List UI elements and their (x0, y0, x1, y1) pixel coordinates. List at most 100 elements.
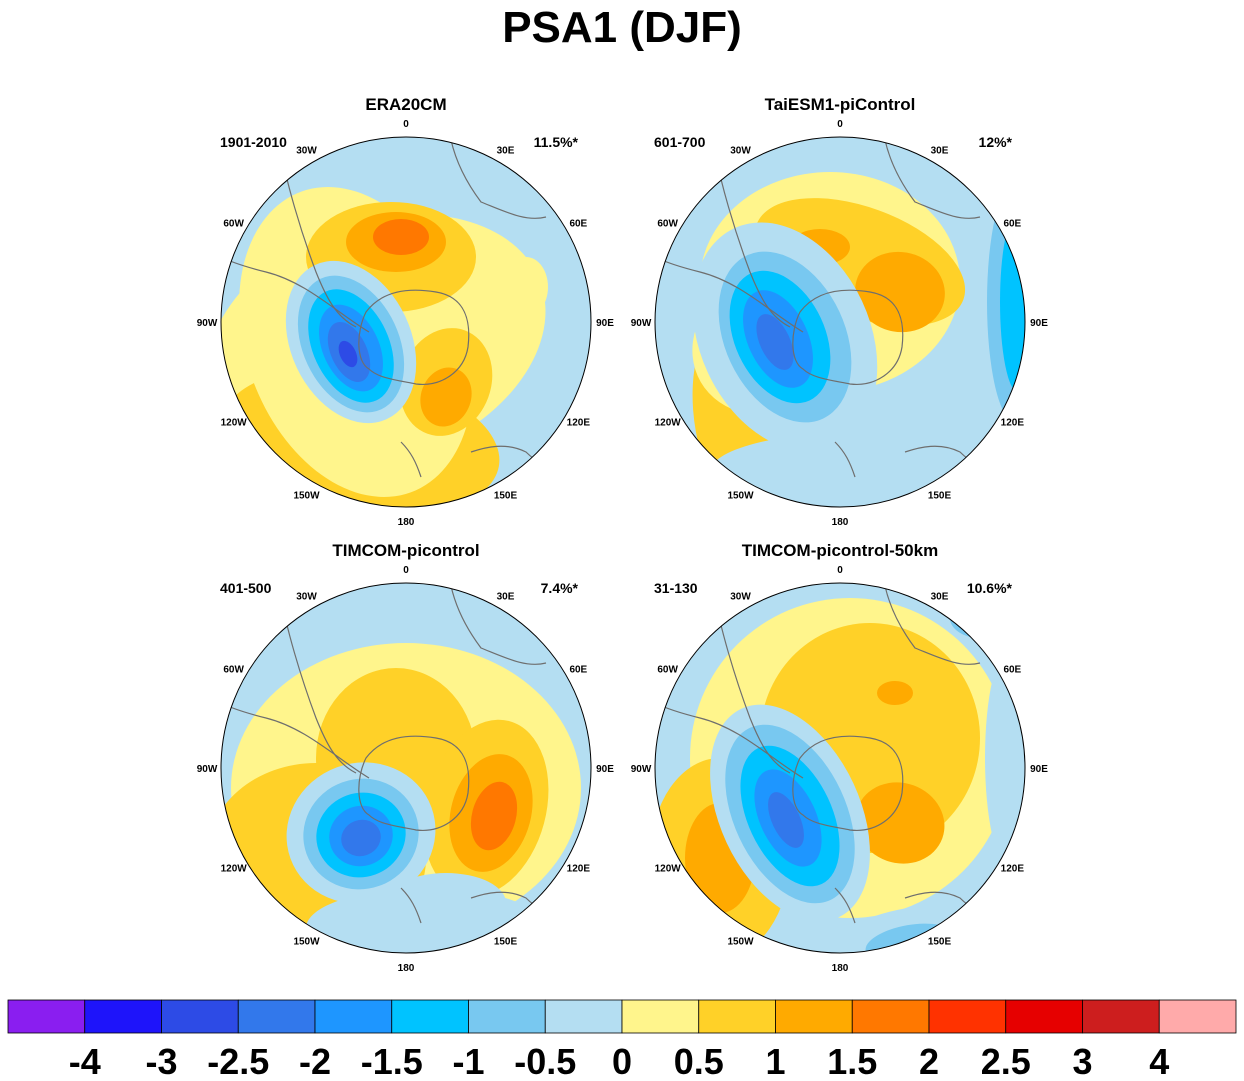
lon-label: 0 (403, 119, 409, 130)
coastline (792, 735, 904, 831)
contour-fill (985, 648, 1025, 868)
colorbar-swatch (544, 999, 623, 1034)
lon-label: 30E (931, 592, 949, 603)
panel-title: TIMCOM-picontrol-50km (742, 541, 938, 560)
colorbar-label: -2 (299, 1041, 331, 1081)
lon-label: 120W (655, 864, 682, 875)
lon-label: 180 (398, 963, 415, 974)
lon-label: 60E (1003, 665, 1021, 676)
contour-fill (855, 782, 945, 864)
lon-label: 180 (398, 517, 415, 528)
colorbar-label: 3 (1072, 1041, 1092, 1081)
lon-label: 30E (497, 146, 515, 157)
map-panel-timcom-50km: TIMCOM-picontrol-50km 31-130 10.6%* 0 30E 60E… (631, 541, 1049, 974)
lon-label: 60W (223, 219, 244, 230)
lon-label: 150W (293, 936, 320, 947)
colorbar-swatch (1082, 999, 1160, 1034)
contour-fill (373, 219, 429, 255)
lon-label: 150W (727, 490, 754, 501)
lon-label: 90E (1030, 764, 1048, 775)
map-boundary (654, 136, 1026, 508)
colorbar-swatch (1005, 999, 1083, 1034)
coastline (884, 585, 981, 665)
panel-variance: 7.4%* (541, 580, 579, 596)
main-title: PSA1 (DJF) (502, 3, 742, 52)
lon-label: 120W (221, 418, 248, 429)
lon-label: 120W (655, 418, 682, 429)
lon-label: 150W (727, 936, 754, 947)
colorbar-swatch (161, 999, 239, 1034)
map-panel-era20cm: ERA20CM 1901-2010 11.5%* 0 30E 60E 90E 120E 150E… (197, 95, 615, 528)
colorbar-swatch (775, 999, 853, 1034)
contour-fill (420, 367, 472, 427)
lon-label: 120E (1001, 864, 1025, 875)
lon-label: 150W (293, 490, 320, 501)
coastline (450, 585, 547, 665)
coastline (834, 887, 856, 924)
map-boundary (220, 136, 592, 508)
coastline (400, 441, 422, 478)
coastline (834, 441, 856, 478)
map-panel-taiesm1: TaiESM1-piControl 601-700 12%* 0 30E 60E 90E 12… (631, 95, 1049, 528)
lon-label: 150E (494, 490, 518, 501)
lon-label: 90E (596, 764, 614, 775)
contour-fill (756, 314, 794, 370)
coastline (358, 289, 470, 385)
colorbar-label: 0 (612, 1041, 632, 1081)
contour-fill (486, 482, 546, 507)
colorbar-label: 0.5 (674, 1041, 724, 1081)
coastline (400, 887, 422, 924)
panel-period: 601-700 (654, 134, 706, 150)
contour-fill (338, 340, 358, 368)
lon-label: 180 (832, 517, 849, 528)
colorbar-swatch (621, 999, 700, 1034)
lon-label: 60W (223, 665, 244, 676)
lon-label: 60W (657, 219, 678, 230)
lon-label: 30E (497, 592, 515, 603)
map-panel-timcom: TIMCOM-picontrol 401-500 7.4%* 0 30E 60E 90E 12… (197, 541, 615, 974)
lon-label: 120E (567, 864, 591, 875)
anomaly-field (221, 583, 591, 953)
anomaly-field (221, 137, 591, 507)
map-boundary (220, 582, 592, 954)
panel-title: TaiESM1-piControl (765, 95, 916, 114)
coastline (884, 139, 981, 219)
colorbar-swatch (468, 999, 546, 1034)
lon-label: 60E (569, 219, 587, 230)
coastline (655, 702, 804, 779)
lon-label: 90E (1030, 318, 1048, 329)
contour-fill (768, 792, 804, 848)
lon-label: 30W (730, 146, 751, 157)
colorbar-label: -0.5 (514, 1041, 576, 1081)
colorbar-label: 4 (1149, 1041, 1169, 1081)
contour-fill (470, 781, 518, 851)
lon-label: 30W (730, 592, 751, 603)
colorbar-label: 2 (919, 1041, 939, 1081)
coastline (358, 735, 470, 831)
colorbar-label: 1 (765, 1041, 785, 1081)
colorbar-label: -1 (452, 1041, 484, 1081)
lon-label: 90W (631, 318, 652, 329)
panel-period: 31-130 (654, 580, 698, 596)
lon-label: 90W (631, 764, 652, 775)
lon-label: 120E (567, 418, 591, 429)
panel-title: ERA20CM (365, 95, 446, 114)
lon-label: 90E (596, 318, 614, 329)
contour-fill (504, 257, 548, 317)
lon-label: 120E (1001, 418, 1025, 429)
contour-fill (1000, 212, 1025, 392)
coastline (450, 139, 547, 219)
colorbar-swatch (698, 999, 776, 1034)
lon-label: 0 (837, 119, 843, 130)
panel-variance: 10.6%* (967, 580, 1013, 596)
contour-fill (855, 251, 945, 333)
anomaly-field (655, 583, 1025, 953)
colorbar-label: -2.5 (207, 1041, 269, 1081)
lon-label: 150E (494, 936, 518, 947)
lon-label: 90W (197, 318, 218, 329)
panel-variance: 12%* (979, 134, 1013, 150)
lon-label: 60E (1003, 219, 1021, 230)
contour-fill (877, 681, 913, 705)
colorbar-label: 2.5 (981, 1041, 1031, 1081)
colorbar-label: -3 (145, 1041, 177, 1081)
